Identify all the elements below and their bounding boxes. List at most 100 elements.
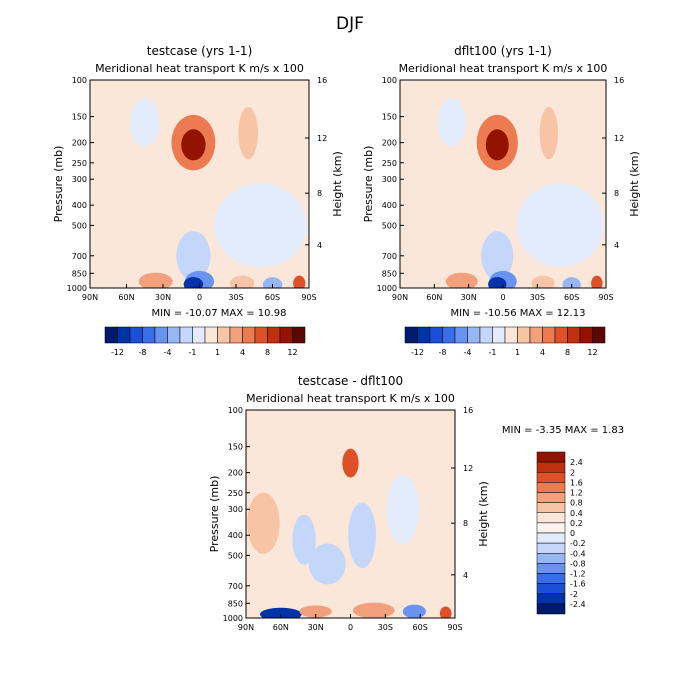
colorbar-swatch: [536, 563, 566, 574]
colorbar-swatch: [167, 326, 181, 344]
colorbar-swatch: [454, 326, 468, 344]
x-tick-label: 90S: [447, 623, 462, 632]
colorbar-swatch: [592, 326, 606, 344]
y-tick-label: 850: [382, 269, 397, 278]
colorbar-label: -2.4: [570, 600, 586, 609]
x-tick-label: 90S: [301, 293, 316, 302]
colorbar-label: -12: [411, 348, 424, 357]
y-tick-label: 1000: [223, 614, 243, 623]
colorbar-swatch: [504, 326, 518, 344]
y-tick-label: 100: [382, 76, 397, 85]
colorbar-swatch: [536, 502, 566, 513]
colorbar-swatch: [542, 326, 556, 344]
y2-tick-label: 16: [614, 76, 624, 85]
y-tick-label: 300: [228, 505, 243, 514]
y-tick-label: 250: [382, 159, 397, 168]
contour-blob: [516, 183, 604, 268]
difference-colorbar: 2.421.6 1.20.80.40.20-0.2-0.4-0.8 -1.2-1.6…: [536, 451, 586, 615]
panel-subtitle: Meridional heat transport K m/s x 100: [399, 62, 608, 75]
y-tick-label: 100: [228, 406, 243, 415]
y-tick-label: 200: [382, 139, 397, 148]
x-tick-label: 30S: [378, 623, 393, 632]
y-tick-label: 400: [72, 201, 87, 210]
min-max-stats: MIN = -10.07 MAX = 10.98: [152, 308, 287, 319]
x-tick-label: 60N: [273, 623, 289, 632]
colorbar-horizontal-0: -12 -8 -4 -1 1 4 8 12: [104, 326, 306, 357]
colorbar-label: -8: [439, 348, 447, 357]
colorbar-swatch: [417, 326, 431, 344]
colorbar-label: -0.8: [570, 559, 586, 568]
contour-field: [246, 410, 455, 618]
colorbar-label: 0: [570, 529, 575, 538]
y2-tick-label: 12: [317, 134, 327, 143]
season-title: DJF: [336, 14, 364, 34]
panel-diff: testcase - dflt100 Meridional heat transp…: [208, 374, 624, 632]
x-tick-label: 60N: [426, 293, 442, 302]
contour-blob: [183, 277, 204, 288]
y-tick-label: 300: [72, 175, 87, 184]
colorbar-swatch: [192, 326, 206, 344]
x-tick-label: 60N: [118, 293, 134, 302]
x-tick-label: 30N: [461, 293, 477, 302]
y-axis-label: Pressure (mb): [208, 476, 221, 553]
contour-blob: [138, 272, 173, 288]
colorbar-label: 4: [240, 348, 245, 357]
contour-blob: [402, 604, 426, 618]
colorbar-swatch: [229, 326, 243, 344]
colorbar-swatch: [536, 461, 566, 473]
colorbar-swatch: [292, 326, 306, 344]
contour-blob: [531, 275, 555, 288]
colorbar-swatch: [567, 326, 581, 344]
contour-blob: [238, 106, 258, 160]
colorbar-label: -4: [464, 348, 472, 357]
contour-blob: [293, 275, 306, 288]
colorbar-label: 2: [570, 468, 575, 477]
x-tick-label: 30N: [308, 623, 324, 632]
contour-blob: [488, 277, 507, 288]
colorbar-label: 0.8: [570, 499, 583, 508]
contour-blob: [342, 448, 359, 478]
contour-blob: [299, 605, 332, 618]
colorbar-swatch: [536, 482, 566, 493]
colorbar-label: 1: [515, 348, 520, 357]
x-tick-label: 90S: [598, 293, 613, 302]
colorbar-label: 4: [540, 348, 545, 357]
x-tick-label: 90N: [392, 293, 408, 302]
colorbar-label: 12: [587, 348, 597, 357]
contour-blob: [481, 231, 514, 281]
colorbar-label: -2: [570, 590, 578, 599]
y-tick-label: 150: [382, 113, 397, 122]
contour-blob: [591, 275, 603, 288]
colorbar-swatch: [142, 326, 156, 344]
colorbar-swatch: [404, 326, 418, 344]
colorbar-swatch: [529, 326, 543, 344]
y-axis-label: Pressure (mb): [362, 146, 375, 223]
panel-title: testcase (yrs 1-1): [147, 44, 253, 58]
y2-tick-label: 12: [463, 464, 473, 473]
y-tick-label: 300: [382, 175, 397, 184]
colorbar-label: -1: [489, 348, 497, 357]
colorbar-swatch: [467, 326, 481, 344]
x-tick-label: 60S: [564, 293, 579, 302]
contour-blob: [292, 514, 316, 565]
panel-left: testcase (yrs 1-1) Meridional heat transp…: [52, 44, 344, 319]
x-tick-label: 90N: [82, 293, 98, 302]
colorbar-swatch: [554, 326, 568, 344]
colorbar-label: 8: [265, 348, 270, 357]
colorbar-swatch: [254, 326, 268, 344]
contour-blob: [562, 277, 581, 288]
contour-blob: [352, 602, 395, 618]
colorbar-horizontal-1: -12 -8 -4 -1 1 4 8 12: [404, 326, 606, 357]
x-tick-label: 90N: [238, 623, 254, 632]
y-tick-label: 850: [228, 599, 243, 608]
y-tick-label: 150: [72, 113, 87, 122]
y2-tick-label: 12: [614, 134, 624, 143]
colorbar-swatch: [242, 326, 256, 344]
y2-tick-label: 16: [317, 76, 327, 85]
colorbar-swatch: [204, 326, 218, 344]
min-max-stats: MIN = -10.56 MAX = 12.13: [451, 308, 586, 319]
colorbar-label: -4: [164, 348, 172, 357]
y2-tick-label: 4: [614, 241, 619, 250]
colorbar-swatch: [442, 326, 456, 344]
